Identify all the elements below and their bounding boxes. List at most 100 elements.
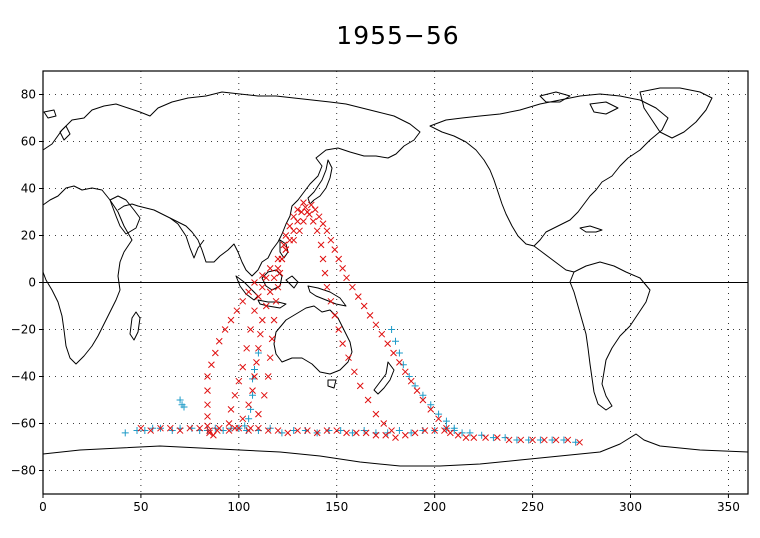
x-marker: [327, 236, 335, 244]
plus-marker: [560, 436, 568, 444]
x-marker: [356, 382, 364, 390]
x-marker-series: [137, 199, 583, 446]
x-marker: [204, 387, 211, 394]
x-marker: [435, 415, 442, 423]
y-axis: 80 60 40 20 0 −20 −40 −60 −80: [11, 88, 43, 478]
plus-marker: [290, 427, 298, 435]
x-marker: [274, 265, 282, 272]
x-marker: [278, 255, 286, 263]
plus-marker: [489, 434, 497, 442]
plus-marker: [278, 429, 286, 437]
x-marker: [274, 427, 282, 434]
x-marker: [235, 377, 243, 385]
x-marker: [227, 406, 235, 413]
plus-marker: [245, 415, 253, 423]
x-marker: [304, 427, 311, 434]
x-marker: [327, 297, 335, 305]
x-marker: [204, 401, 211, 409]
x-marker: [251, 373, 258, 380]
x-marker: [351, 368, 358, 376]
plus-marker: [572, 438, 580, 446]
x-marker: [335, 326, 343, 333]
x-marker: [166, 424, 174, 432]
x-marker: [411, 429, 419, 437]
x-marker: [446, 429, 454, 437]
plus-marker: [388, 326, 396, 333]
x-marker: [243, 344, 251, 352]
x-marker: [245, 401, 252, 409]
x-marker: [264, 373, 272, 380]
x-marker: [255, 344, 262, 352]
x-marker: [343, 274, 350, 282]
x-marker: [372, 410, 380, 418]
x-axis: 0 50 100 150 200 250 300 350: [39, 494, 740, 514]
x-tick-label: 200: [423, 500, 446, 514]
x-marker: [323, 283, 331, 291]
plus-marker: [419, 391, 427, 399]
x-marker: [251, 307, 258, 315]
x-marker: [380, 420, 388, 427]
x-marker: [323, 227, 331, 235]
x-marker: [294, 427, 301, 434]
plus-marker: [478, 431, 486, 439]
x-marker: [331, 312, 339, 319]
plus-marker: [407, 429, 415, 437]
x-marker: [339, 340, 346, 347]
x-marker: [576, 438, 583, 446]
x-marker: [260, 391, 268, 399]
x-marker: [392, 434, 399, 441]
x-marker: [294, 206, 301, 214]
plus-marker: [141, 427, 149, 435]
plus-marker: [392, 337, 399, 345]
x-marker: [282, 246, 290, 253]
plus-marker: [513, 436, 521, 444]
x-marker: [231, 391, 239, 399]
x-marker: [390, 349, 397, 357]
x-marker: [298, 208, 305, 216]
x-marker: [157, 424, 164, 432]
x-marker: [282, 232, 290, 239]
x-marker: [396, 359, 403, 366]
x-marker: [364, 396, 372, 404]
x-marker: [251, 279, 258, 286]
x-marker: [352, 429, 360, 437]
x-marker: [366, 312, 374, 319]
x-marker: [382, 431, 390, 439]
x-marker: [372, 321, 380, 329]
plus-marker: [249, 391, 257, 399]
observation-tracks: [121, 199, 583, 446]
x-marker: [249, 387, 256, 394]
x-marker: [482, 434, 489, 441]
x-marker: [255, 424, 262, 432]
x-marker: [311, 206, 319, 214]
x-marker: [286, 236, 294, 244]
x-marker: [564, 436, 572, 444]
plus-marker: [395, 427, 403, 435]
x-marker: [204, 373, 211, 380]
x-marker: [517, 436, 525, 444]
plus-marker: [501, 434, 509, 442]
y-tick-label: 80: [21, 88, 36, 102]
x-marker: [270, 316, 278, 324]
x-marker: [294, 218, 301, 225]
x-marker: [186, 424, 194, 432]
x-marker: [529, 436, 536, 444]
x-marker: [268, 335, 276, 343]
chart-title: 1955−56: [336, 21, 459, 50]
x-marker: [272, 297, 280, 305]
x-marker: [313, 429, 321, 437]
plus-marker: [219, 427, 227, 435]
plus-marker: [442, 417, 450, 425]
x-marker: [505, 436, 513, 444]
x-marker: [331, 246, 339, 253]
x-marker: [372, 431, 380, 439]
x-marker: [313, 227, 321, 235]
x-marker: [147, 427, 155, 434]
plus-marker: [427, 401, 435, 409]
x-marker: [266, 265, 274, 272]
y-tick-label: −20: [11, 323, 36, 337]
x-marker: [378, 330, 386, 338]
plus-marker: [337, 427, 345, 435]
x-marker: [280, 241, 288, 249]
x-marker: [225, 420, 233, 427]
